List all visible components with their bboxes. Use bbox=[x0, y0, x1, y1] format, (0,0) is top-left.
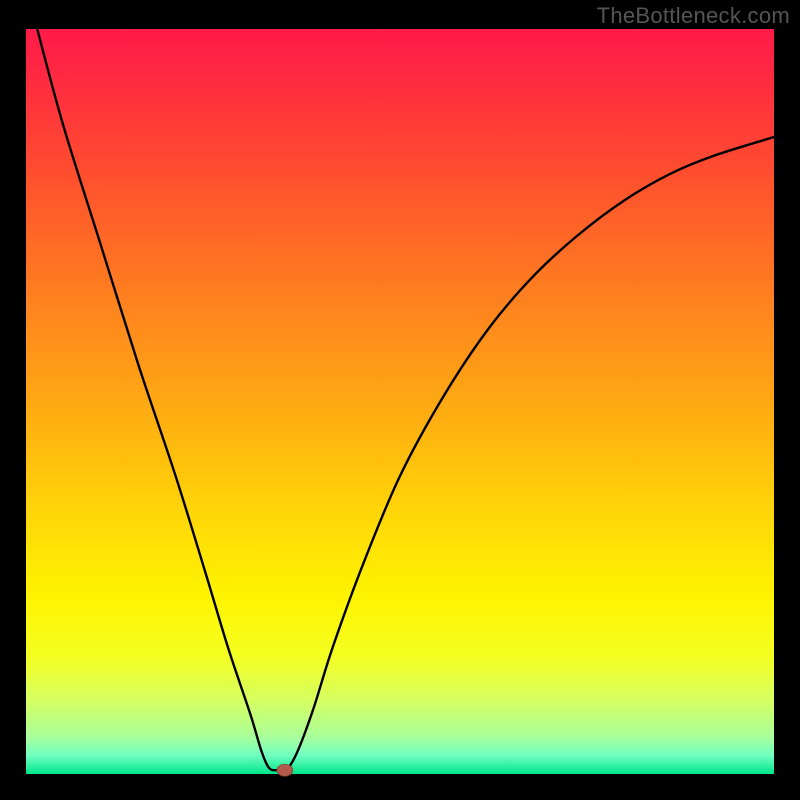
watermark-text: TheBottleneck.com bbox=[597, 3, 790, 29]
bottleneck-chart bbox=[0, 0, 800, 800]
optimal-point-marker bbox=[277, 764, 293, 776]
chart-container bbox=[0, 0, 800, 800]
plot-background bbox=[26, 29, 774, 774]
